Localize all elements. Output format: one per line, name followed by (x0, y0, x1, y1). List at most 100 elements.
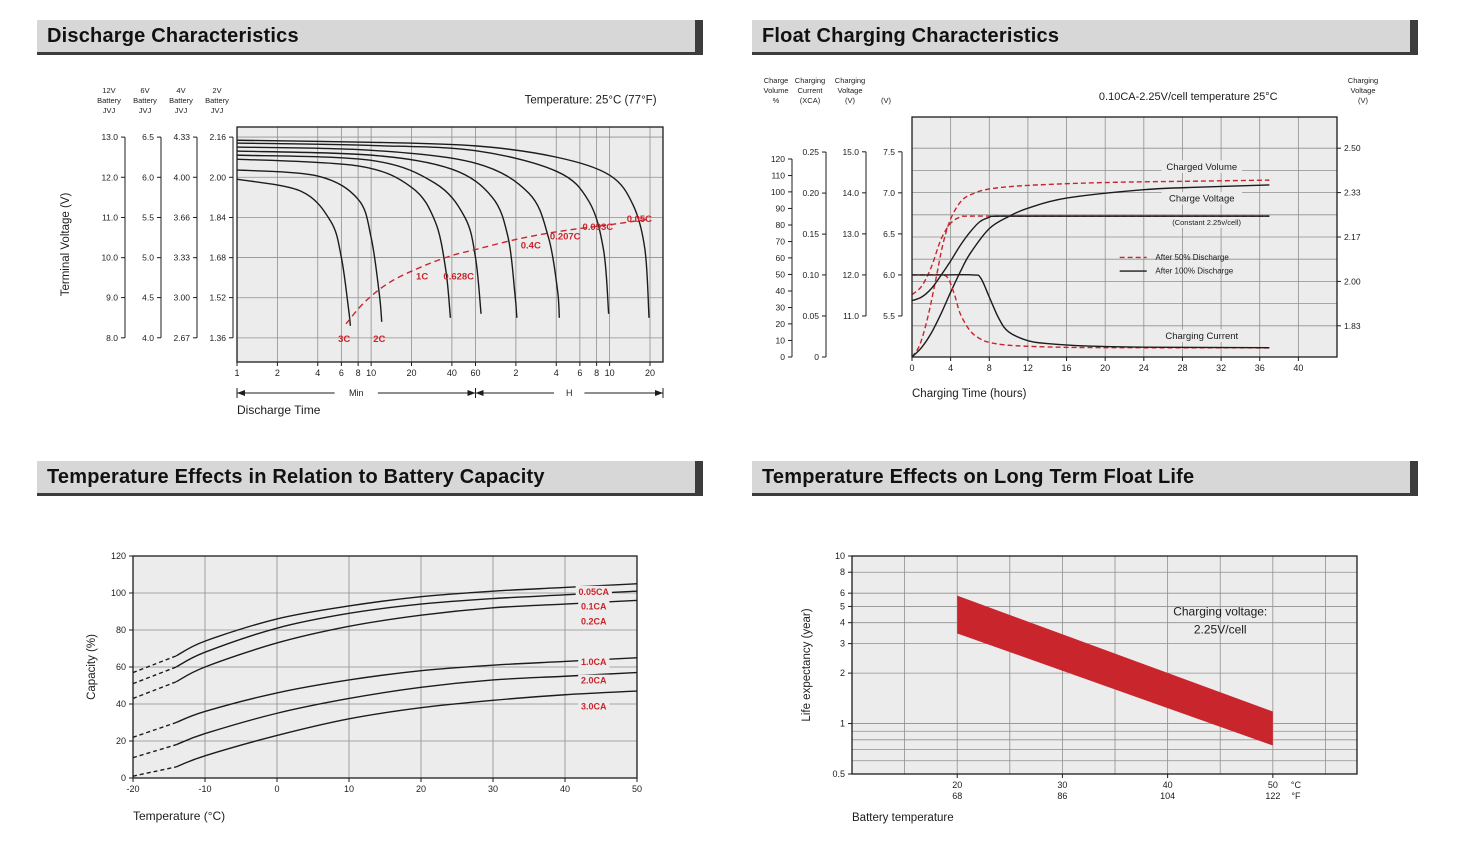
svg-text:Battery: Battery (169, 96, 193, 105)
svg-text:13.0: 13.0 (842, 229, 859, 239)
svg-text:8: 8 (356, 368, 361, 378)
svg-text:6: 6 (577, 368, 582, 378)
svg-text:2.50: 2.50 (1344, 143, 1361, 153)
svg-text:0.10: 0.10 (802, 270, 819, 280)
svg-text:80: 80 (776, 220, 786, 230)
svg-text:9.0: 9.0 (106, 293, 118, 303)
svg-text:0.628C: 0.628C (443, 272, 474, 283)
svg-text:2: 2 (275, 368, 280, 378)
svg-text:Terminal Voltage (V): Terminal Voltage (V) (60, 193, 72, 297)
svg-text:4.5: 4.5 (142, 293, 154, 303)
svg-text:Discharge Time: Discharge Time (237, 403, 321, 417)
svg-text:40: 40 (116, 699, 126, 709)
svg-text:120: 120 (771, 154, 785, 164)
svg-text:0.20: 0.20 (802, 188, 819, 198)
svg-text:20: 20 (116, 736, 126, 746)
svg-text:40: 40 (560, 784, 570, 794)
panel-title-float-life: Temperature Effects on Long Term Float L… (752, 461, 1418, 496)
svg-text:3: 3 (840, 639, 845, 649)
svg-text:0.207C: 0.207C (550, 231, 581, 242)
svg-text:H: H (566, 388, 573, 398)
svg-text:After 100% Discharge: After 100% Discharge (1155, 266, 1233, 275)
svg-text:12.0: 12.0 (842, 270, 859, 280)
svg-text:5.5: 5.5 (883, 311, 895, 321)
svg-text:Life expectancy (year): Life expectancy (year) (801, 608, 813, 721)
svg-text:Charging: Charging (1348, 76, 1378, 85)
svg-text:2: 2 (840, 668, 845, 678)
svg-text:70: 70 (776, 237, 786, 247)
svg-text:1.36: 1.36 (209, 333, 226, 343)
svg-text:6: 6 (339, 368, 344, 378)
svg-text:Voltage: Voltage (1350, 86, 1375, 95)
svg-text:4: 4 (840, 618, 845, 628)
svg-text:1.52: 1.52 (209, 293, 226, 303)
svg-text:-10: -10 (198, 784, 211, 794)
svg-text:3.66: 3.66 (173, 212, 190, 222)
svg-text:(V): (V) (1358, 96, 1369, 105)
svg-text:10: 10 (835, 551, 845, 561)
panel-title-float-charging: Float Charging Characteristics (752, 20, 1418, 55)
svg-text:2: 2 (513, 368, 518, 378)
svg-text:2.67: 2.67 (173, 333, 190, 343)
svg-text:68: 68 (952, 791, 962, 801)
svg-text:Voltage: Voltage (837, 86, 862, 95)
svg-text:1.0CA: 1.0CA (581, 657, 607, 667)
svg-text:1.68: 1.68 (209, 253, 226, 263)
svg-text:4: 4 (554, 368, 559, 378)
svg-text:3.0CA: 3.0CA (581, 702, 607, 712)
svg-text:1.84: 1.84 (209, 212, 226, 222)
svg-text:10: 10 (366, 368, 376, 378)
svg-text:4: 4 (315, 368, 320, 378)
svg-text:11.0: 11.0 (843, 311, 859, 321)
svg-text:80: 80 (116, 625, 126, 635)
svg-text:7.0: 7.0 (883, 188, 895, 198)
svg-text:JVJ: JVJ (211, 106, 224, 115)
svg-text:0.4C: 0.4C (521, 241, 541, 252)
svg-text:7.5: 7.5 (883, 147, 895, 157)
svg-text:16: 16 (1062, 363, 1072, 373)
svg-text:8: 8 (594, 368, 599, 378)
panel-title-discharge: Discharge Characteristics (37, 20, 703, 55)
svg-text:10: 10 (776, 335, 786, 345)
svg-text:20: 20 (416, 784, 426, 794)
svg-text:8.0: 8.0 (106, 333, 118, 343)
float-charging-characteristics-chart: 0 4 8 12 16 20 24 28 32 36 40120110100908070605040… (763, 76, 1378, 400)
svg-text:Battery: Battery (97, 96, 121, 105)
svg-text:104: 104 (1160, 791, 1175, 801)
svg-text:Capacity (%): Capacity (%) (86, 634, 98, 700)
svg-text:15.0: 15.0 (842, 147, 859, 157)
discharge-characteristics-chart: 1 2 4 6 8 10 20 40 60 2 4 6 8 10 20 13.0 12.0 11.0 10.0 9.0… (60, 86, 664, 417)
svg-text:5: 5 (840, 601, 845, 611)
svg-text:12V: 12V (102, 86, 115, 95)
svg-text:6.0: 6.0 (142, 172, 154, 182)
svg-text:(V): (V) (881, 96, 892, 105)
svg-text:0.05: 0.05 (802, 311, 819, 321)
svg-text:13.0: 13.0 (101, 132, 118, 142)
svg-text:(V): (V) (845, 96, 856, 105)
svg-text:0.05CA: 0.05CA (579, 587, 610, 597)
svg-text:20: 20 (952, 780, 962, 790)
svg-text:3.00: 3.00 (173, 293, 190, 303)
svg-text:JVJ: JVJ (139, 106, 152, 115)
svg-text:6V: 6V (140, 86, 149, 95)
svg-text:30: 30 (1057, 780, 1067, 790)
svg-text:2.0CA: 2.0CA (581, 676, 607, 686)
svg-text:6: 6 (840, 588, 845, 598)
svg-text:0: 0 (121, 773, 126, 783)
svg-text:After 50% Discharge: After 50% Discharge (1155, 253, 1229, 262)
svg-text:122: 122 (1265, 791, 1280, 801)
svg-text:2.00: 2.00 (1344, 276, 1361, 286)
svg-text:4.00: 4.00 (173, 172, 190, 182)
svg-text:0: 0 (814, 352, 819, 362)
svg-text:20: 20 (776, 319, 786, 329)
svg-text:Charge: Charge (764, 76, 789, 85)
svg-text:Charged Volume: Charged Volume (1166, 162, 1237, 173)
svg-text:0.25: 0.25 (802, 147, 819, 157)
svg-text:60: 60 (470, 368, 480, 378)
svg-text:6.5: 6.5 (883, 229, 895, 239)
svg-text:10: 10 (605, 368, 615, 378)
svg-text:60: 60 (116, 662, 126, 672)
svg-text:3C: 3C (338, 334, 350, 345)
svg-text:2.25V/cell: 2.25V/cell (1194, 622, 1247, 636)
